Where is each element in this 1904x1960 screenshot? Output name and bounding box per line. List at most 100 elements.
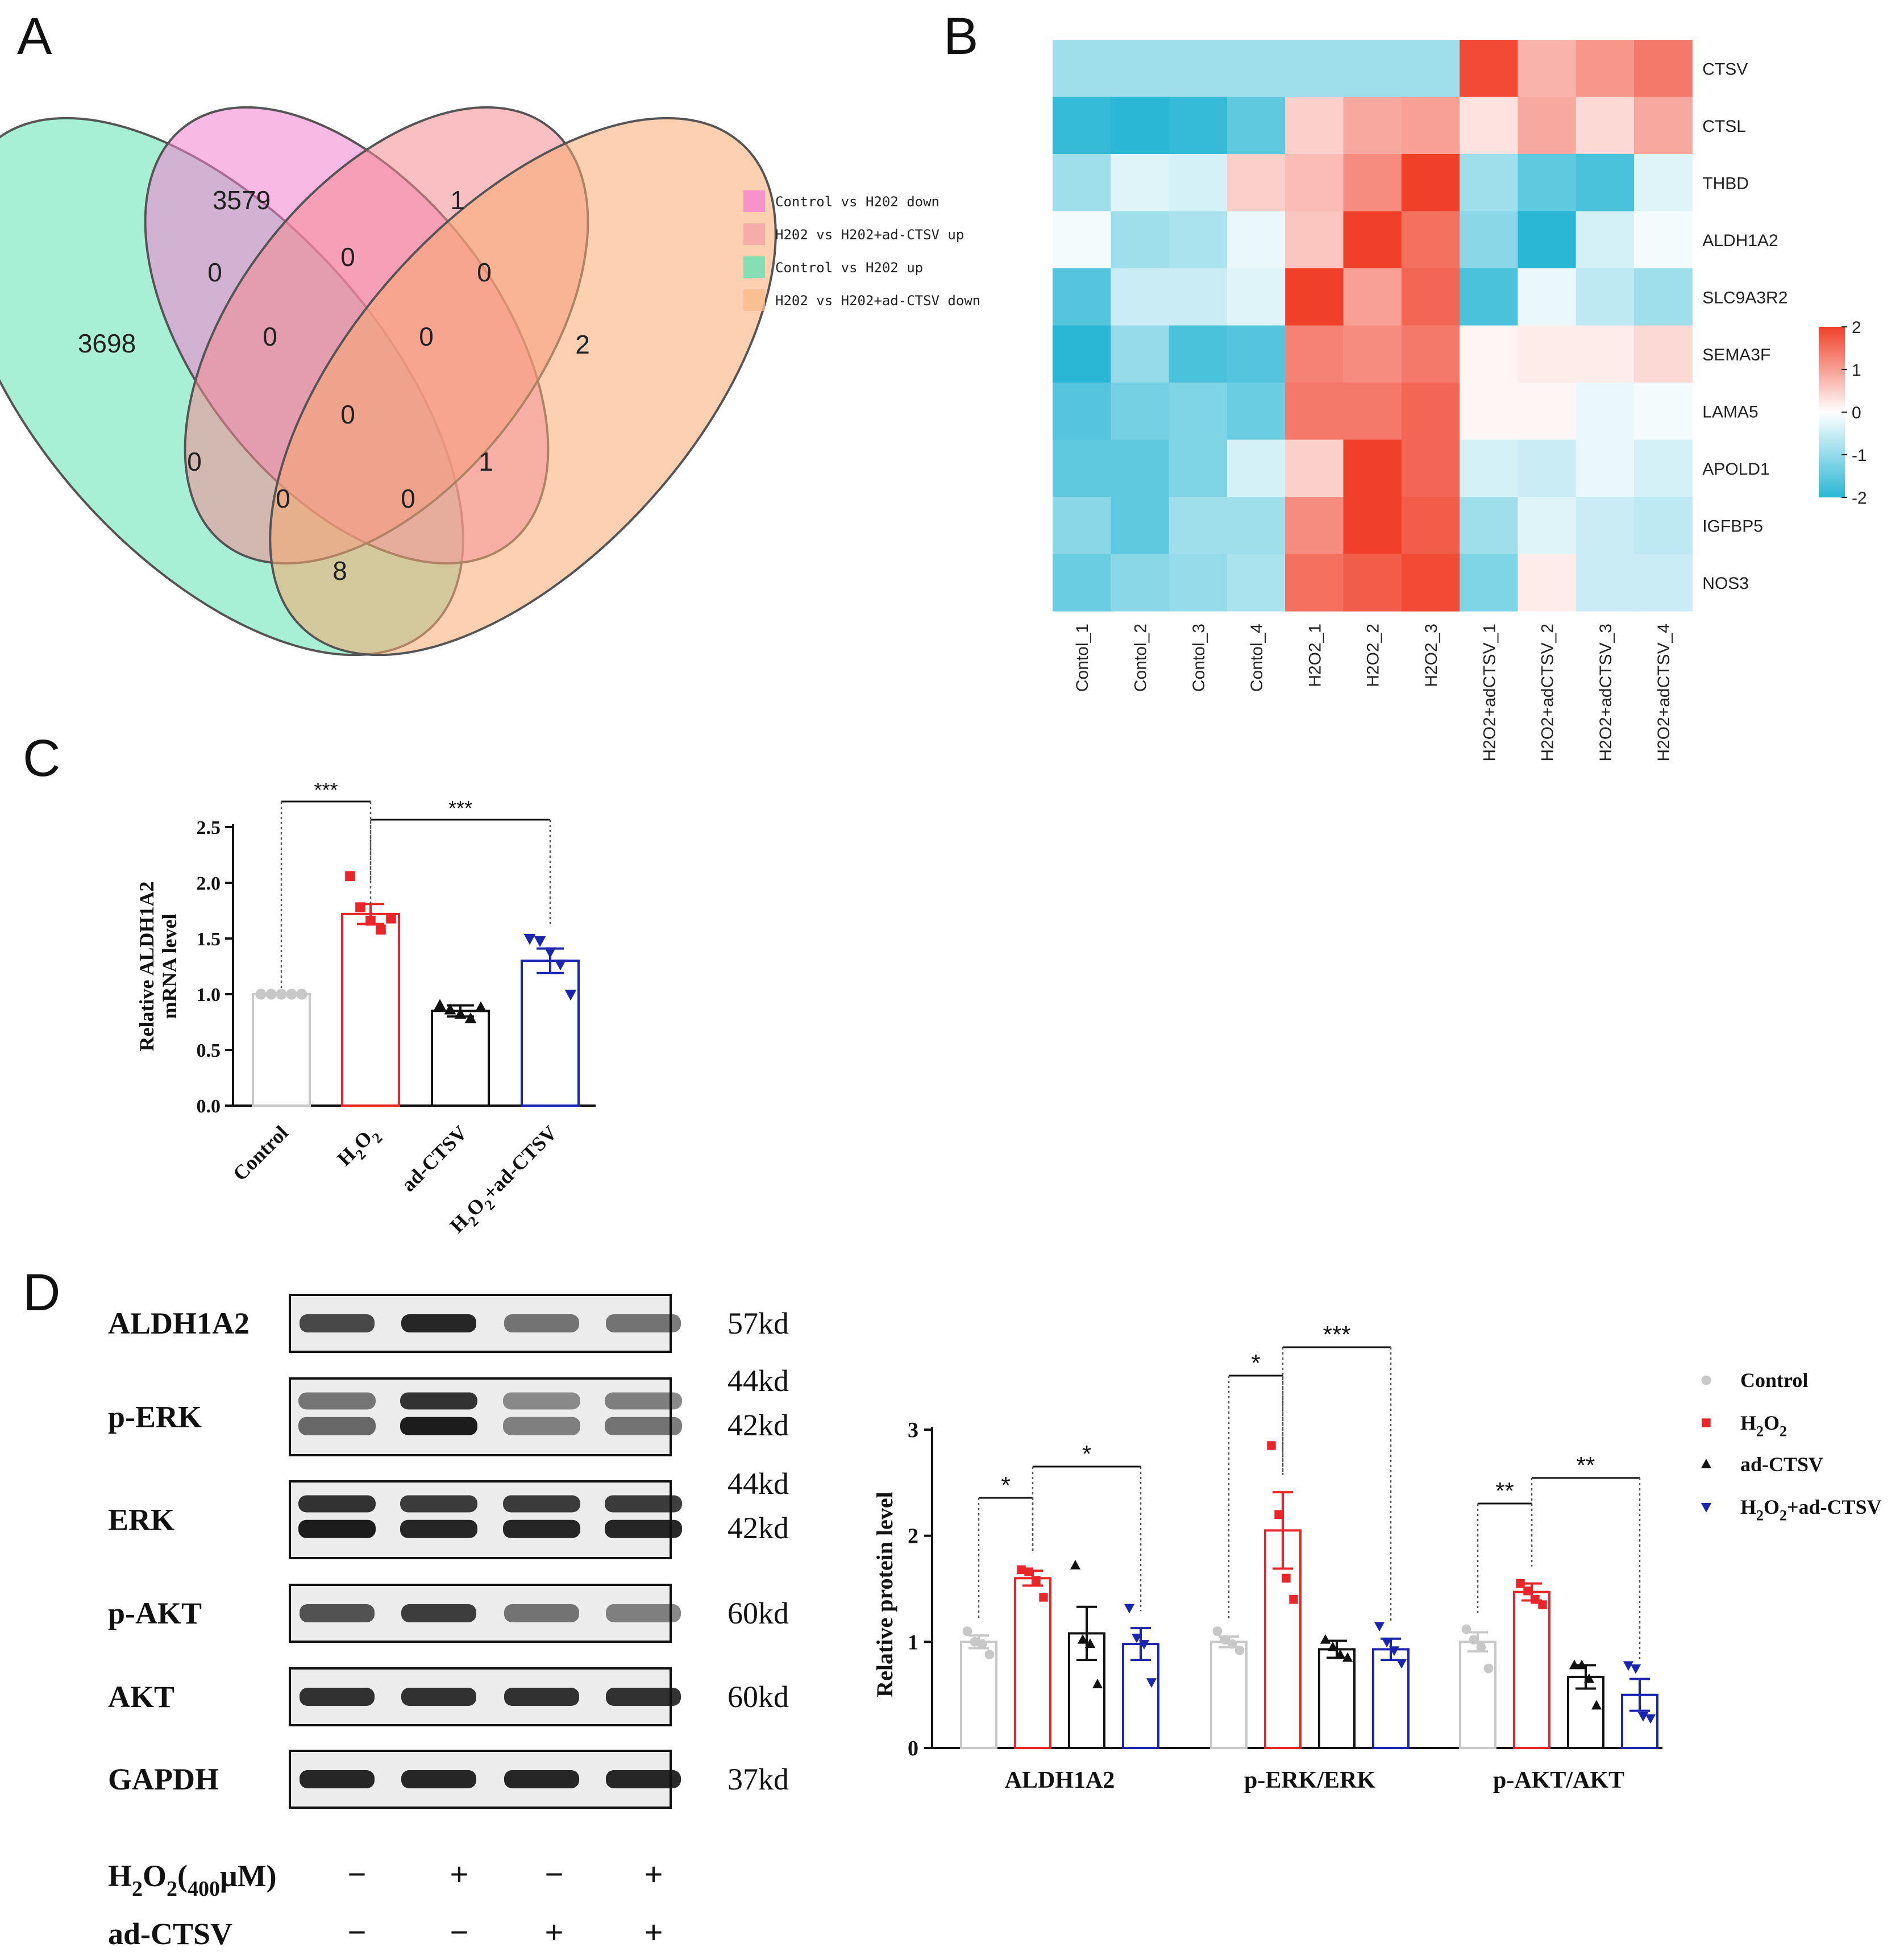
bar <box>1210 1641 1248 1749</box>
heatmap-scale-label: 0 <box>1852 404 1861 422</box>
blot-band <box>298 1495 376 1513</box>
blot-band <box>606 1314 681 1332</box>
heatmap-cell <box>1575 383 1635 441</box>
significance-label: * <box>1001 1472 1010 1498</box>
blot-row-label: p-ERK <box>108 1400 202 1434</box>
heatmap-cell <box>1460 211 1518 269</box>
treatment-sign: + <box>450 1856 469 1892</box>
blot-band <box>300 1314 375 1332</box>
heatmap-col-label: H2O2_1 <box>1306 624 1324 687</box>
panel-label-a: A <box>17 7 52 65</box>
heatmap-cell <box>1111 439 1170 497</box>
venn-count-red-orange: 0 <box>477 258 492 287</box>
blot-row-label: GAPDH <box>108 1762 219 1796</box>
chart-d-legend: Control H2O2 ad-CTSV H2O2+ad-CTSV <box>1701 1369 1882 1524</box>
blot-row-label: ERK <box>108 1503 174 1537</box>
heatmap-row-label: SEMA3F <box>1702 346 1770 364</box>
data-point <box>1516 1579 1525 1588</box>
heatmap-cell <box>1575 268 1635 326</box>
panel-label-d: D <box>23 1264 60 1322</box>
panel-label-b: B <box>943 7 978 65</box>
heatmap-scale-label: -1 <box>1852 446 1867 465</box>
venn-diagram <box>0 106 777 657</box>
heatmap-col-label: Contol_3 <box>1190 624 1208 692</box>
heatmap-cell <box>1053 554 1111 612</box>
heatmap-cell <box>1575 439 1635 497</box>
heatmap-row-label: NOS3 <box>1702 574 1749 593</box>
data-point <box>1220 1635 1230 1645</box>
heatmap-cell <box>1285 211 1344 269</box>
data-point <box>523 934 536 945</box>
heatmap-cell <box>1053 497 1111 555</box>
data-point <box>265 989 277 1000</box>
heatmap-cell <box>1227 154 1286 212</box>
bar <box>1459 1641 1496 1749</box>
heatmap-cell <box>1227 40 1286 98</box>
heatmap-cell <box>1111 554 1170 612</box>
heatmap-col-label: H2O2+adCTSV_4 <box>1654 624 1673 762</box>
significance-label: * <box>1251 1349 1260 1376</box>
bar <box>521 960 580 1107</box>
data-point <box>564 990 577 1001</box>
venn-count-green-only: 3698 <box>78 329 136 358</box>
heatmap-cell <box>1111 497 1170 555</box>
heatmap-cell <box>1460 439 1518 497</box>
blot-band <box>400 1392 477 1410</box>
blot-band <box>298 1519 376 1538</box>
heatmap-cell <box>1343 554 1402 612</box>
panel-label-c: C <box>23 729 60 787</box>
heatmap-cell <box>1169 554 1228 612</box>
heatmap-cell <box>1518 497 1577 555</box>
data-point <box>1335 1648 1346 1659</box>
y-tick-label: 0 <box>908 1737 918 1760</box>
data-point <box>1124 1604 1135 1614</box>
heatmap-cell <box>1518 154 1577 212</box>
bar <box>1513 1591 1550 1750</box>
significance-label: *** <box>448 796 472 820</box>
heatmap-row-label: LAMA5 <box>1702 402 1758 421</box>
heatmap-cell <box>1460 268 1518 326</box>
heatmap-cell <box>1169 383 1228 441</box>
blot-kd-label: 37kd <box>727 1762 789 1796</box>
blot-band <box>401 1770 476 1788</box>
venn-count-all: 0 <box>340 400 355 429</box>
heatmap-cell <box>1518 383 1577 441</box>
heatmap-cell <box>1575 97 1635 155</box>
heatmap-cell <box>1518 40 1577 98</box>
heatmap-cell <box>1111 383 1170 441</box>
blot-band <box>504 1770 579 1788</box>
legend-marker <box>1701 1459 1712 1468</box>
heatmap-cell <box>1169 154 1228 212</box>
heatmap-scale-label: -2 <box>1852 489 1867 508</box>
treatment-sign: + <box>645 1914 663 1950</box>
blot-band <box>504 1604 579 1622</box>
heatmap: CTSV CTSL THBD ALDH1A2 SLC9A3R2 SEMA3F LAMA5 AP… <box>1053 40 1787 762</box>
heatmap-row-label: CTSL <box>1702 117 1746 136</box>
heatmap-col-label: H2O2+adCTSV_2 <box>1539 624 1557 762</box>
blot-band <box>605 1392 682 1410</box>
blot-band <box>400 1417 477 1435</box>
bar <box>252 993 311 1107</box>
heatmap-cell <box>1401 40 1460 98</box>
venn-legend-swatch <box>743 256 765 278</box>
heatmap-cell <box>1343 211 1402 269</box>
data-point <box>1388 1646 1400 1656</box>
heatmap-cell <box>1053 211 1111 269</box>
data-point <box>1039 1593 1048 1602</box>
blot-band <box>504 1314 579 1332</box>
treatment-label-adctsv: ad-CTSV <box>108 1917 232 1951</box>
heatmap-cell <box>1634 554 1693 612</box>
treatment-sign: − <box>348 1856 367 1892</box>
heatmap-cell <box>1227 325 1286 383</box>
heatmap-cell <box>1285 325 1344 383</box>
heatmap-cell <box>1169 211 1228 269</box>
heatmap-col-label: Contol_2 <box>1131 624 1150 692</box>
x-tick-label: ad-CTSV <box>397 1121 472 1196</box>
venn-count-green-red: 0 <box>187 447 202 476</box>
blot-band <box>300 1604 375 1622</box>
data-point <box>984 1650 995 1660</box>
data-point <box>970 1637 980 1647</box>
chart-c-aldh1a2-mrna: 0.0 0.5 1.0 1.5 2.0 2.5 Relative ALDH1A2 mRNA l… <box>135 778 596 1237</box>
blot-strip <box>289 1480 672 1559</box>
heatmap-cell <box>1227 268 1286 326</box>
